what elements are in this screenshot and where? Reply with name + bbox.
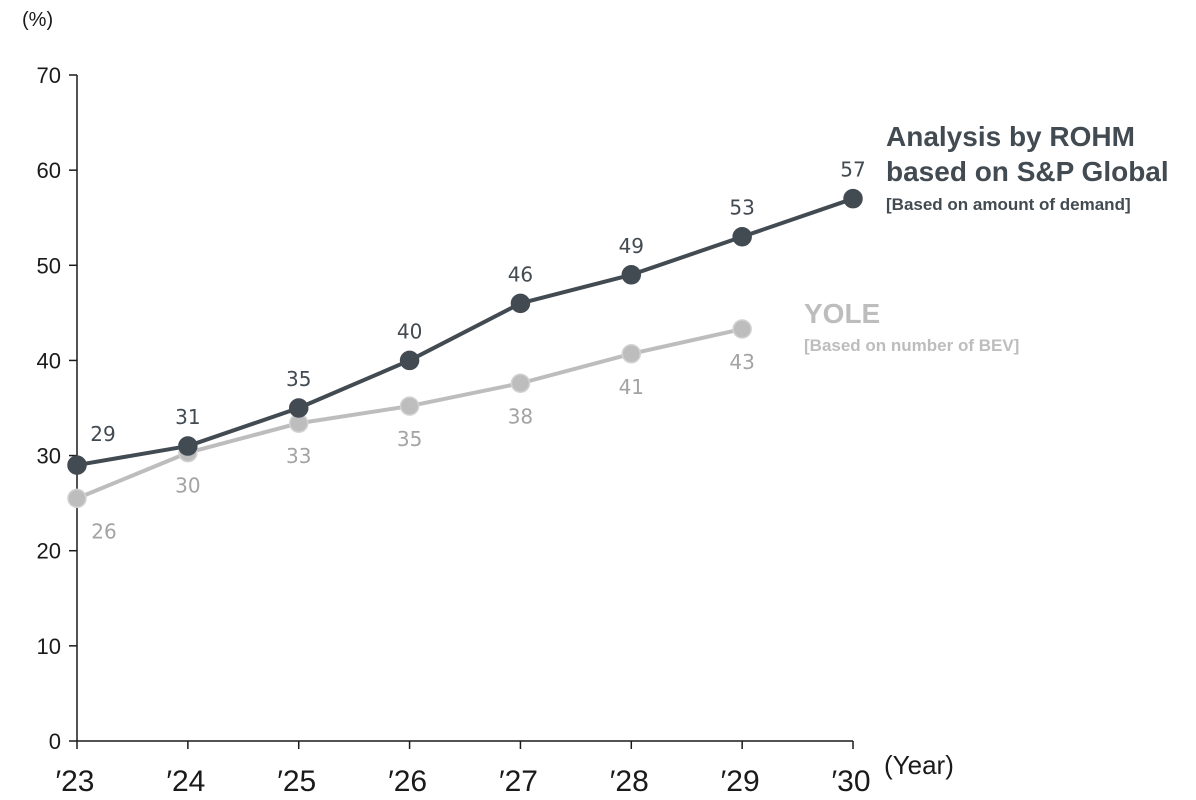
y-tick-label: 50 (37, 253, 61, 278)
series-line (76, 196, 854, 468)
y-tick-label: 10 (37, 634, 61, 659)
data-label: 41 (619, 375, 644, 399)
x-tick-label: ′30 (832, 765, 871, 798)
y-tick-label: 20 (37, 539, 61, 564)
data-point (732, 319, 752, 339)
data-label: 35 (397, 427, 422, 451)
data-point (67, 488, 87, 509)
data-label: 46 (508, 262, 533, 286)
y-tick-label: 40 (37, 348, 61, 373)
data-label: 40 (397, 319, 422, 343)
chart-axes (76, 75, 854, 742)
data-label: 53 (729, 196, 754, 220)
y-axis-unit-label: (%) (22, 9, 53, 31)
data-point (732, 226, 752, 247)
data-label: 57 (840, 158, 865, 182)
data-label: 30 (175, 474, 200, 498)
chart-ticks: 0 10 20 30 40 50 60 70 ′23 ′24 ′25 ′26 ′27 ′28 ′29 ′30 (37, 63, 871, 798)
data-label: 33 (286, 444, 311, 468)
data-point (67, 455, 87, 475)
y-tick-label: 60 (37, 158, 61, 183)
x-tick-label: ′23 (56, 765, 95, 798)
data-label: 38 (508, 404, 533, 428)
rohm-series-note: [Based on amount of demand] (886, 195, 1131, 214)
data-point (621, 344, 642, 364)
data-point (510, 373, 531, 394)
x-tick-label: ′27 (499, 765, 538, 798)
rohm-series-title-line2: based on S&P Global (886, 156, 1169, 187)
chart-series-labels: Analysis by ROHM based on S&P Global [Ba… (804, 121, 1169, 355)
yole-series-note: [Based on number of BEV] (804, 336, 1019, 355)
data-label: 26 (91, 519, 116, 543)
x-tick-label: ′26 (388, 765, 427, 798)
y-tick-label: 70 (37, 63, 61, 88)
rohm-series-title-line1: Analysis by ROHM (886, 121, 1135, 152)
data-label: 29 (90, 422, 115, 446)
chart-series: 26 30 33 35 38 41 43 29 31 35 40 46 49 53 57 (67, 158, 866, 543)
data-point (399, 396, 420, 416)
x-axis-unit-label: (Year) (884, 750, 954, 780)
yole-series-title: YOLE (804, 298, 880, 329)
data-label: 35 (286, 367, 311, 391)
x-tick-label: ′24 (166, 765, 205, 798)
data-label: 49 (619, 234, 644, 258)
x-tick-label: ′28 (610, 765, 649, 798)
y-tick-label: 0 (49, 729, 61, 754)
data-label: 31 (175, 405, 200, 429)
data-label: 43 (729, 350, 754, 374)
y-tick-label: 30 (37, 444, 61, 469)
data-point (621, 265, 642, 285)
rohm-series: 29 31 35 40 46 49 53 57 (67, 158, 866, 475)
x-tick-label: ′25 (277, 765, 316, 798)
x-tick-label: ′29 (721, 765, 760, 798)
data-point (399, 350, 420, 371)
data-point (288, 398, 309, 418)
data-point (843, 188, 863, 209)
data-point (510, 293, 531, 314)
data-point (178, 436, 198, 456)
